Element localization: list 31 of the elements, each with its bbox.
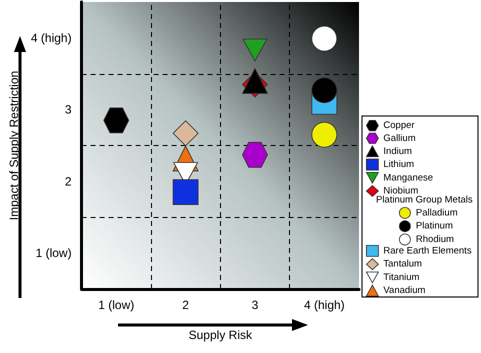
point [242, 142, 268, 168]
text: Platinum Group Metals [376, 194, 473, 206]
x-axis-title: Supply Risk [188, 328, 253, 342]
point [311, 26, 338, 52]
point [311, 122, 338, 148]
legend-label: Tantalum [383, 258, 422, 270]
legend-label: Niobium [383, 185, 418, 196]
point [172, 179, 199, 206]
legend-label: Manganese [383, 172, 434, 184]
legend-label: Rare Earth Elements [383, 245, 472, 256]
legend-label: Palladium [416, 207, 458, 218]
legend-label: Vanadium [383, 285, 426, 296]
x-tick-label: 1 (low) [98, 298, 134, 312]
legend-label: Gallium [383, 132, 416, 144]
y-tick-label: 1 (low) [36, 246, 72, 260]
legend-label: Copper [383, 120, 415, 132]
point [311, 77, 338, 104]
legend-label: Rhodium [416, 234, 454, 245]
legend-label: Platinum [416, 220, 453, 232]
y-tick-label: 3 [64, 102, 72, 117]
legend-label: Indium [383, 146, 412, 157]
x-tick-label: 3 [252, 298, 259, 312]
x-tick-label: 2 [182, 298, 190, 312]
x-tick-label: 4 (high) [304, 298, 345, 312]
y-tick-label: 4 (high) [30, 30, 72, 45]
legend-label: Titanium [383, 272, 420, 283]
point [242, 38, 268, 62]
point [103, 107, 130, 134]
point [172, 120, 199, 146]
y-tick-label: 2 [64, 174, 72, 188]
legend-label: Lithium [383, 159, 414, 170]
